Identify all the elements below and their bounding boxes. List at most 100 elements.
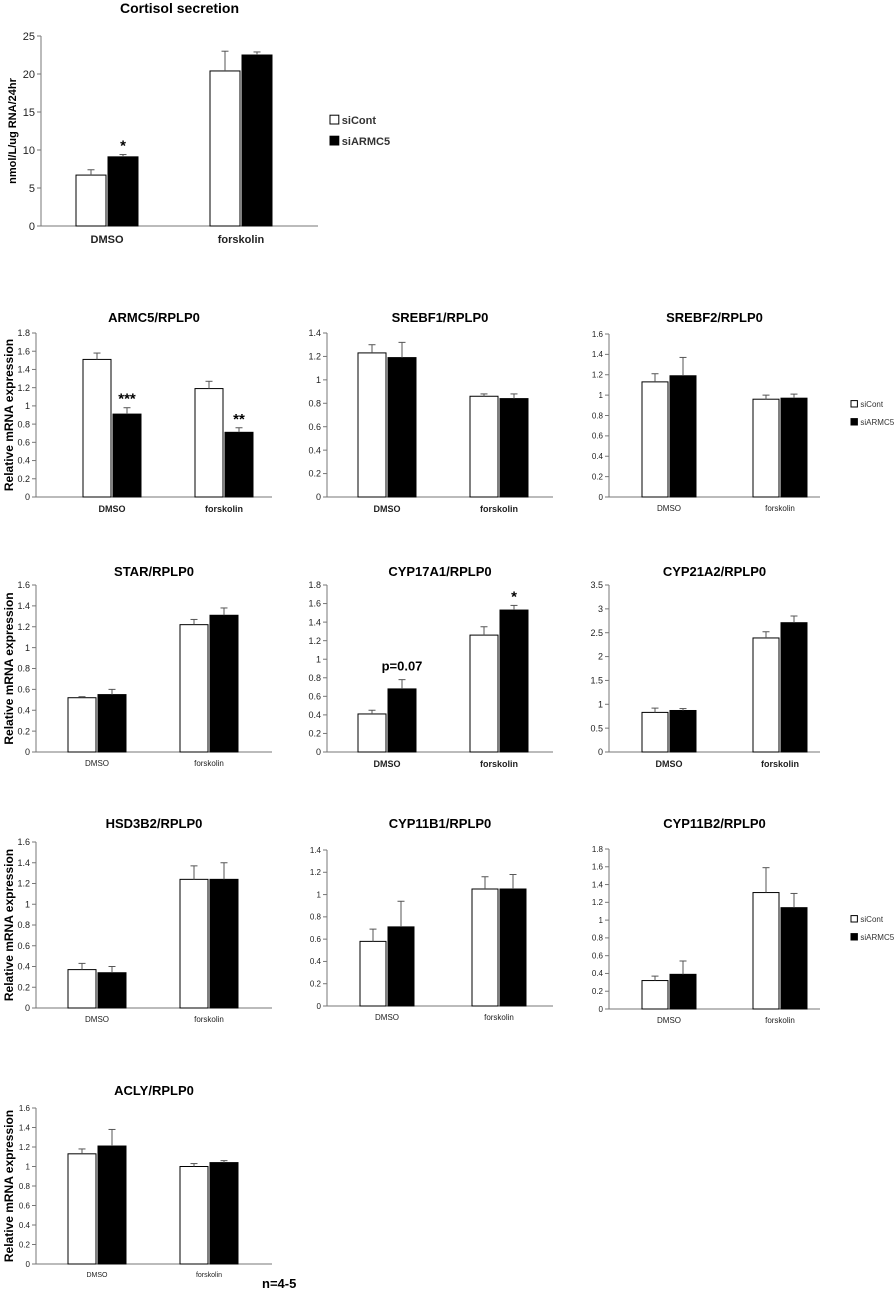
x-tick-label: DMSO xyxy=(374,504,401,514)
y-tick-label: 0.4 xyxy=(310,957,322,966)
y-tick-label: 1.6 xyxy=(308,599,321,609)
y-tick-label: 1.4 xyxy=(308,617,321,627)
y-tick-label: 1 xyxy=(25,643,30,653)
y-tick-label: 0.4 xyxy=(308,445,321,455)
y-tick-label: 0 xyxy=(598,747,603,757)
y-tick-label: 1.6 xyxy=(17,346,30,356)
y-tick-label: 1 xyxy=(25,899,30,909)
chart-title: CYP11B2/RPLP0 xyxy=(663,816,766,831)
chart-srebf1: SREBF1/RPLP0 0 0.2 0.4 0.6 0.8 1 1.2 1.4 DMSO fors… xyxy=(308,310,553,514)
y-tick-label: 15 xyxy=(23,107,35,119)
y-tick-label: 0.8 xyxy=(310,913,322,922)
chart-cyp11b2: CYP11B2/RPLP0 0 0.2 0.4 0.6 0.8 1 1.2 1.4 1.6 1.8 D… xyxy=(592,816,895,1025)
bar-sicont-forskolin xyxy=(752,398,780,498)
bar-sicont-dmso xyxy=(641,980,669,1010)
y-tick-label: 0.4 xyxy=(19,1221,31,1230)
legend-label-sicont: siCont xyxy=(860,915,883,924)
y-tick-label: 1.4 xyxy=(308,328,321,338)
x-tick-label: DMSO xyxy=(85,759,109,768)
bar-siarmc5-dmso xyxy=(387,926,415,1007)
bar-sicont-forskolin xyxy=(469,395,499,498)
x-tick-label: DMSO xyxy=(91,234,124,246)
y-tick-label: 1.2 xyxy=(592,898,604,907)
y-tick-label: 0 xyxy=(25,747,30,757)
y-tick-label: 1.4 xyxy=(310,846,322,855)
chart-srebf2: SREBF2/RPLP0 0 0.2 0.4 0.6 0.8 1 1.2 1.4 1.6 DMSO f… xyxy=(592,310,895,513)
legend-swatch-siarmc5 xyxy=(850,933,858,941)
x-tick-label: forskolin xyxy=(480,504,518,514)
y-tick-label: 0.8 xyxy=(17,419,30,429)
y-tick-label: 0.2 xyxy=(310,980,322,989)
y-tick-label: 1.2 xyxy=(19,1143,31,1152)
y-tick-label: 1 xyxy=(316,654,321,664)
y-tick-label: 0.8 xyxy=(308,398,321,408)
x-tick-label: DMSO xyxy=(375,1013,399,1022)
y-tick-label: 0.6 xyxy=(310,935,322,944)
legend-swatch-siarmc5 xyxy=(329,135,340,146)
y-tick-label: 0.6 xyxy=(19,1201,31,1210)
y-tick-label: 1.6 xyxy=(17,837,30,847)
y-axis-label: Relative mRNA expression xyxy=(2,1110,16,1262)
bar-siarmc5-dmso xyxy=(669,973,697,1010)
bar-sicont-dmso xyxy=(359,940,387,1007)
y-tick-label: 0.8 xyxy=(19,1182,31,1191)
bar-sicont-dmso xyxy=(67,1153,97,1265)
y-tick-label: 0.4 xyxy=(592,969,604,978)
chart-title: SREBF2/RPLP0 xyxy=(666,310,763,325)
y-tick-label: 0 xyxy=(25,1003,30,1013)
bar-siarmc5-dmso xyxy=(97,1145,127,1265)
bar-sicont-forskolin xyxy=(752,892,780,1010)
y-tick-label: 0.6 xyxy=(308,422,321,432)
y-tick-label: 0.6 xyxy=(592,432,604,441)
bar-sicont-forskolin xyxy=(179,878,209,1009)
y-axis-label: Relative mRNA expression xyxy=(2,592,16,744)
legend: siCont siARMC5 xyxy=(329,114,390,148)
y-tick-label: 0.8 xyxy=(17,664,30,674)
bar-siarmc5-forskolin xyxy=(224,431,254,498)
y-tick-label: 1.2 xyxy=(592,371,604,380)
y-tick-label: 20 xyxy=(23,69,35,81)
y-tick-label: 0.2 xyxy=(17,726,30,736)
y-tick-label: 0.4 xyxy=(17,962,30,972)
y-tick-label: 0 xyxy=(317,1002,322,1011)
legend-swatch-sicont xyxy=(850,400,858,408)
bar-siarmc5-dmso xyxy=(97,694,127,753)
bar-sicont-forskolin xyxy=(471,888,499,1007)
y-tick-label: 1.6 xyxy=(17,580,30,590)
chart-title: Cortisol secretion xyxy=(120,0,239,16)
x-tick-label: forskolin xyxy=(765,504,795,513)
y-tick-label: 0 xyxy=(599,1005,604,1014)
bar-siarmc5-forskolin xyxy=(780,397,808,498)
y-axis-label: Relative mRNA expression xyxy=(2,849,16,1001)
y-tick-label: 1.5 xyxy=(590,676,603,686)
y-tick-label: 1.4 xyxy=(592,350,604,359)
y-tick-label: 0.2 xyxy=(592,472,604,481)
y-tick-label: 0.5 xyxy=(590,723,603,733)
y-tick-label: 1.4 xyxy=(17,858,30,868)
bar-siarmc5-dmso xyxy=(107,156,139,227)
bar-sicont-dmso xyxy=(75,174,107,227)
y-tick-label: 1.8 xyxy=(592,845,604,854)
y-tick-label: 0.8 xyxy=(592,411,604,420)
y-tick-label: 0.6 xyxy=(592,951,604,960)
bar-sicont-forskolin xyxy=(209,70,241,227)
y-tick-label: 3.5 xyxy=(590,580,603,590)
y-tick-label: 1 xyxy=(317,890,322,899)
significance-label: * xyxy=(511,588,517,605)
y-tick-label: 0.4 xyxy=(17,705,30,715)
y-axis-label: nmol/L/ug RNA/24hr xyxy=(7,77,19,183)
bar-siarmc5-dmso xyxy=(387,357,417,498)
y-tick-label: 2.5 xyxy=(590,628,603,638)
x-tick-label: DMSO xyxy=(99,504,126,514)
bar-sicont-dmso xyxy=(357,713,387,753)
bar-siarmc5-forskolin xyxy=(499,398,529,498)
legend-label-sicont: siCont xyxy=(860,400,883,409)
y-tick-label: 1.2 xyxy=(308,352,321,362)
y-tick-label: 1.8 xyxy=(17,328,30,338)
legend: siCont siARMC5 xyxy=(850,915,895,942)
y-tick-label: 0 xyxy=(316,492,321,502)
bar-siarmc5-forskolin xyxy=(209,614,239,753)
y-tick-label: 1.8 xyxy=(308,580,321,590)
y-tick-label: 0.4 xyxy=(17,456,30,466)
bar-sicont-forskolin xyxy=(179,1166,209,1265)
